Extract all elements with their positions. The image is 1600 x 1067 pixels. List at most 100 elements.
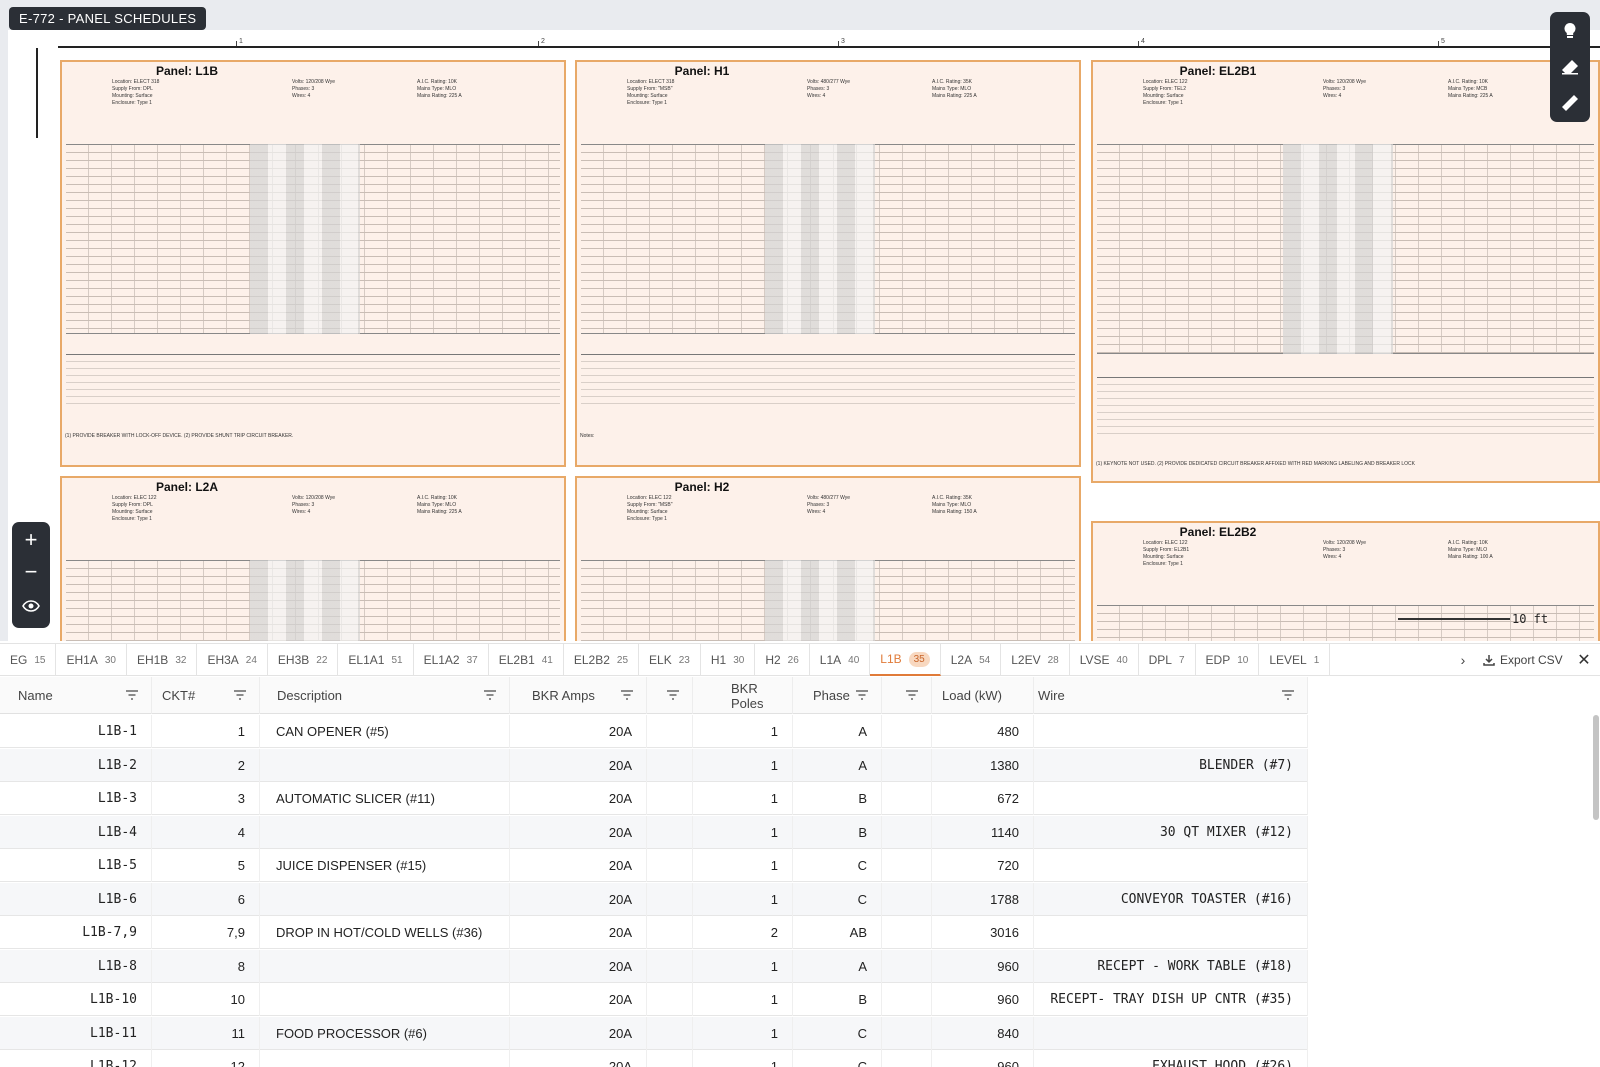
column-header-load[interactable]: Load (kW) (932, 677, 1034, 714)
table-row[interactable]: L1B-2 2 20A 1 A 1380 BLENDER (#7) (0, 748, 1308, 782)
filter-icon[interactable] (233, 689, 247, 701)
tab-count-badge: 15 (34, 654, 46, 666)
cell-spacer (647, 1016, 693, 1050)
cell-spacer (882, 983, 932, 1016)
tab-label: L2EV (1011, 653, 1041, 667)
filter-icon[interactable] (483, 689, 497, 701)
tab-h2[interactable]: H2 26 (755, 644, 810, 676)
panel-footnote: Notes: (580, 433, 595, 439)
eye-icon[interactable] (12, 590, 50, 622)
tab-label: EH1A (66, 653, 98, 667)
cell-name: L1B-12 (0, 1050, 152, 1067)
cell-bkr-poles: 1 (693, 983, 793, 1016)
table-row[interactable]: L1B-6 6 20A 1 C 1788 CONVEYOR TOASTER (#16) (0, 882, 1308, 916)
tab-el2b1[interactable]: EL2B1 41 (489, 644, 564, 676)
filter-icon[interactable] (125, 689, 139, 701)
tab-el1a2[interactable]: EL1A2 37 (414, 644, 489, 676)
tab-l1b[interactable]: L1B 35 (870, 644, 941, 676)
ruler-tick (236, 41, 237, 46)
drawing-sheet[interactable]: 1 2 3 4 5 Panel: L1B Location: ELECT 318 Supp… (8, 30, 1600, 641)
bulb-icon[interactable] (1550, 14, 1590, 48)
tab-edp[interactable]: EDP 10 (1196, 644, 1260, 676)
panel-schedule-l1b: Panel: L1B Location: ELECT 318 Supply Fro… (60, 60, 566, 467)
cell-spacer (882, 849, 932, 882)
ruler-number: 3 (841, 38, 845, 45)
eraser-icon[interactable] (1550, 50, 1590, 84)
tab-count-badge: 32 (175, 654, 187, 666)
tab-eg[interactable]: EG 15 (0, 644, 57, 676)
tab-l1a[interactable]: L1A 40 (810, 644, 871, 676)
tab-el2b2[interactable]: EL2B2 25 (564, 644, 640, 676)
zoom-in-icon[interactable]: + (24, 527, 38, 552)
panel-title: Panel: EL2B2 (1179, 525, 1257, 539)
tab-h1[interactable]: H1 30 (701, 644, 756, 676)
tab-eh3a[interactable]: EH3A 24 (197, 644, 268, 676)
table-row[interactable]: L1B-11 11 FOOD PROCESSOR (#6) 20A 1 C 840 (0, 1016, 1308, 1050)
column-header-name[interactable]: Name (0, 677, 152, 714)
chevron-right-icon[interactable]: › (1460, 652, 1466, 668)
column-header-bkr-poles[interactable]: BKR Poles (693, 677, 793, 714)
tab-label: LVSE (1079, 653, 1110, 667)
cell-spacer (647, 916, 693, 949)
table-row[interactable]: L1B-10 10 20A 1 B 960 RECEPT- TRAY DISH UP CNT… (0, 983, 1308, 1016)
drawing-viewer[interactable]: 1 2 3 4 5 Panel: L1B Location: ELECT 318 Supp… (0, 0, 1600, 641)
filter-icon[interactable] (620, 689, 634, 701)
column-label: Wire (1038, 688, 1065, 703)
table-row[interactable]: L1B-8 8 20A 1 A 960 RECEPT - WORK TABLE (#18) (0, 949, 1308, 983)
tab-dpl[interactable]: DPL 7 (1139, 644, 1196, 676)
tab-label: H1 (710, 653, 727, 667)
export-csv-button[interactable]: Export CSV (1483, 644, 1563, 676)
cell-bkr-poles: 1 (693, 882, 793, 916)
table-row[interactable]: L1B-4 4 20A 1 B 1140 30 QT MIXER (#12) (0, 815, 1308, 849)
table-row[interactable]: L1B-1 1 CAN OPENER (#5) 20A 1 A 480 (0, 715, 1308, 748)
filter-icon[interactable] (666, 689, 680, 701)
tab-lvse[interactable]: LVSE 40 (1070, 644, 1139, 676)
filter-icon[interactable] (905, 689, 919, 701)
cell-wire: CONVEYOR TOASTER (#16) (1034, 882, 1308, 916)
column-header-ckt[interactable]: CKT# (152, 677, 260, 714)
panel-title: Panel: H2 (674, 480, 730, 494)
cell-name: L1B-1 (0, 715, 152, 748)
tab-count-badge: 30 (733, 654, 745, 666)
tab-label: ELK (649, 653, 672, 667)
tab-eh1b[interactable]: EH1B 32 (127, 644, 198, 676)
ruler-icon[interactable] (1550, 86, 1590, 120)
column-header-phase[interactable]: Phase (793, 677, 882, 714)
panel-tabs: EG 15 EH1A 30 EH1B 32 EH3A 24 EH3B 22 EL1A1 51 EL1A2… (0, 644, 1331, 676)
cell-spacer (647, 782, 693, 815)
tab-level[interactable]: LEVEL 1 (1259, 644, 1331, 676)
cell-ckt: 5 (152, 849, 260, 882)
tab-el1a1[interactable]: EL1A1 51 (338, 644, 414, 676)
tab-eh3b[interactable]: EH3B 22 (268, 644, 339, 676)
tab-label: DPL (1148, 653, 1172, 667)
panel-schedule-el2b1: Panel: EL2B1 Location: ELEC 122 Supply Fr… (1091, 60, 1600, 483)
cell-bkr-amps: 20A (510, 949, 647, 983)
vertical-scrollbar[interactable] (1593, 715, 1599, 820)
table-row[interactable]: L1B-3 3 AUTOMATIC SLICER (#11) 20A 1 B 672 (0, 782, 1308, 815)
table-row[interactable]: L1B-12 12 20A 1 C 960 EXHAUST HOOD (#26) (0, 1050, 1308, 1067)
column-header-bkr-amps[interactable]: BKR Amps (510, 677, 647, 714)
column-header-spacer[interactable] (647, 677, 693, 714)
panel-phase-columns (1283, 144, 1393, 354)
cell-phase: C (793, 849, 882, 882)
close-icon[interactable]: ✕ (1577, 652, 1591, 669)
column-header-spacer[interactable] (882, 677, 932, 714)
filter-icon[interactable] (855, 689, 869, 701)
column-header-description[interactable]: Description (260, 677, 510, 714)
tab-elk[interactable]: ELK 23 (639, 644, 701, 676)
tab-eh1a[interactable]: EH1A 30 (56, 644, 127, 676)
cell-bkr-amps: 20A (510, 916, 647, 949)
column-header-wire[interactable]: Wire (1034, 677, 1308, 714)
zoom-out-icon[interactable]: − (24, 559, 38, 584)
tab-l2ev[interactable]: L2EV 28 (1001, 644, 1070, 676)
cell-spacer (882, 1016, 932, 1050)
tab-l2a[interactable]: L2A 54 (941, 644, 1002, 676)
table-row[interactable]: L1B-7,9 7,9 DROP IN HOT/COLD WELLS (#36) 20… (0, 916, 1308, 949)
panel-meta-voltage: Volts: 480/277 Wye Phases: 3 Wires: 4 (807, 79, 851, 99)
column-label: BKR Poles (731, 680, 764, 711)
filter-icon[interactable] (1281, 689, 1295, 701)
tab-count-badge: 24 (245, 654, 257, 666)
table-row[interactable]: L1B-5 5 JUICE DISPENSER (#15) 20A 1 C 720 (0, 849, 1308, 882)
cell-description: CAN OPENER (#5) (260, 715, 510, 748)
cell-wire: 30 QT MIXER (#12) (1034, 815, 1308, 849)
